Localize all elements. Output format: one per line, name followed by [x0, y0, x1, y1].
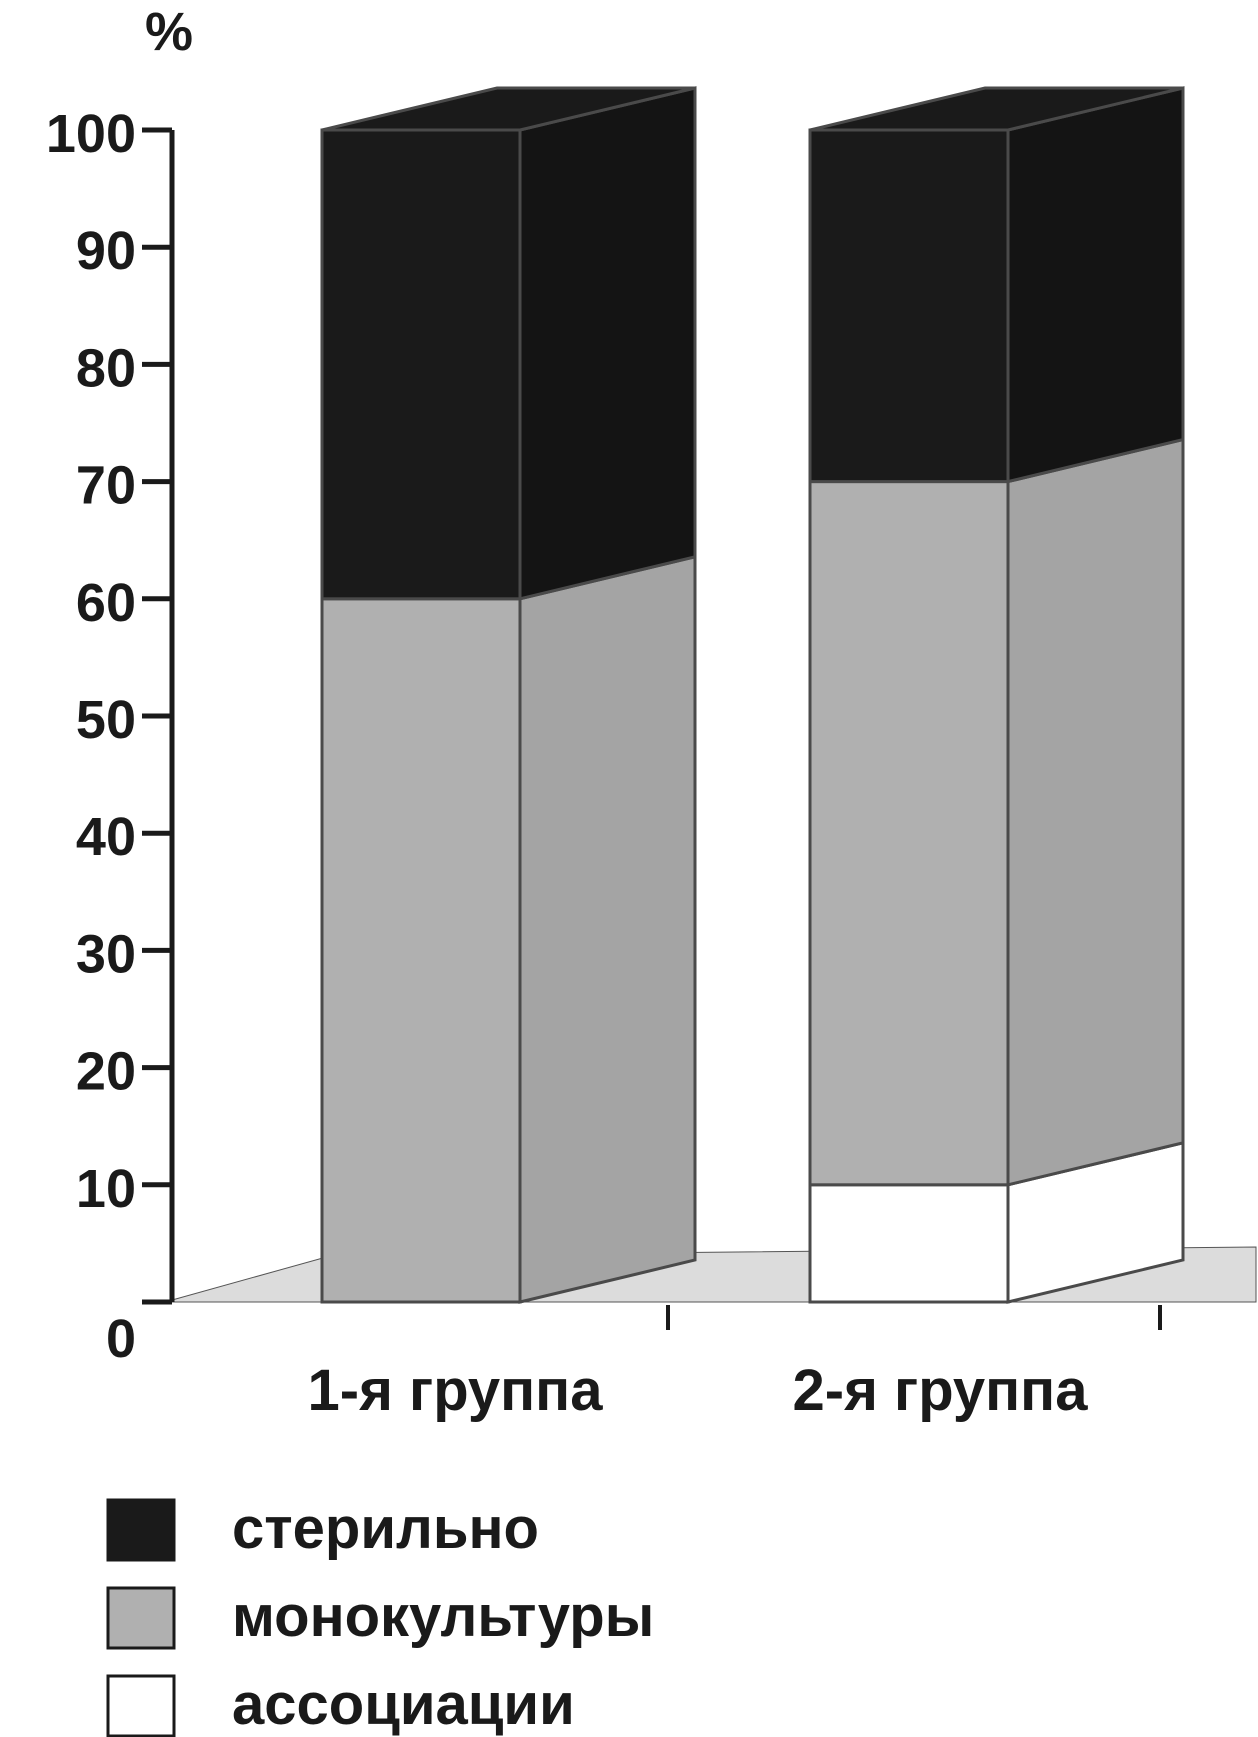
y-axis-unit-label: %	[145, 2, 193, 62]
legend-label-ассоциации: ассоциации	[232, 1672, 575, 1737]
y-tick-label: 30	[76, 924, 136, 984]
legend-label-стерильно: стерильно	[232, 1496, 539, 1561]
bar-segment-монокультуры	[808, 480, 1010, 1187]
bar-2	[808, 86, 1185, 1304]
y-tick-label: 10	[76, 1159, 136, 1219]
bar-segment-монокультуры	[320, 597, 522, 1304]
bar-side-стерильно	[1006, 86, 1185, 484]
bar-1	[320, 86, 697, 1304]
bar-segment-стерильно	[808, 128, 1010, 484]
y-tick-label: 50	[76, 690, 136, 750]
y-tick-label: 20	[76, 1042, 136, 1102]
category-labels: 1-я группа 2-я группа	[308, 1358, 1089, 1423]
y-tick-label: 0	[106, 1309, 136, 1369]
legend-swatch-стерильно	[106, 1498, 176, 1562]
category-label: 2-я группа	[793, 1358, 1089, 1423]
bars	[320, 86, 1185, 1304]
bar-segment-стерильно	[320, 128, 522, 601]
y-axis: 0 10 20 30 40 50 60 70 80 90 100	[46, 104, 1162, 1369]
y-tick-label: 40	[76, 807, 136, 867]
y-tick-label: 90	[76, 221, 136, 281]
bar-side-монокультуры	[1006, 437, 1185, 1187]
bar-segment-ассоциации	[808, 1183, 1010, 1304]
legend-swatch-монокультуры	[106, 1586, 176, 1650]
y-tick-label: 60	[76, 573, 136, 633]
bar-top-face	[809, 86, 1184, 132]
bar-top-face	[321, 86, 696, 132]
legend: стерильно монокультуры ассоциации	[106, 1496, 654, 1737]
legend-label-монокультуры: монокультуры	[232, 1584, 654, 1649]
y-tick-label: 70	[76, 456, 136, 516]
legend-swatch-ассоциации	[106, 1674, 176, 1737]
y-tick-label: 80	[76, 338, 136, 398]
bar-side-монокультуры	[518, 554, 697, 1304]
y-tick-label: 100	[46, 104, 136, 164]
bar-side-стерильно	[518, 86, 697, 601]
category-label: 1-я группа	[308, 1358, 604, 1423]
